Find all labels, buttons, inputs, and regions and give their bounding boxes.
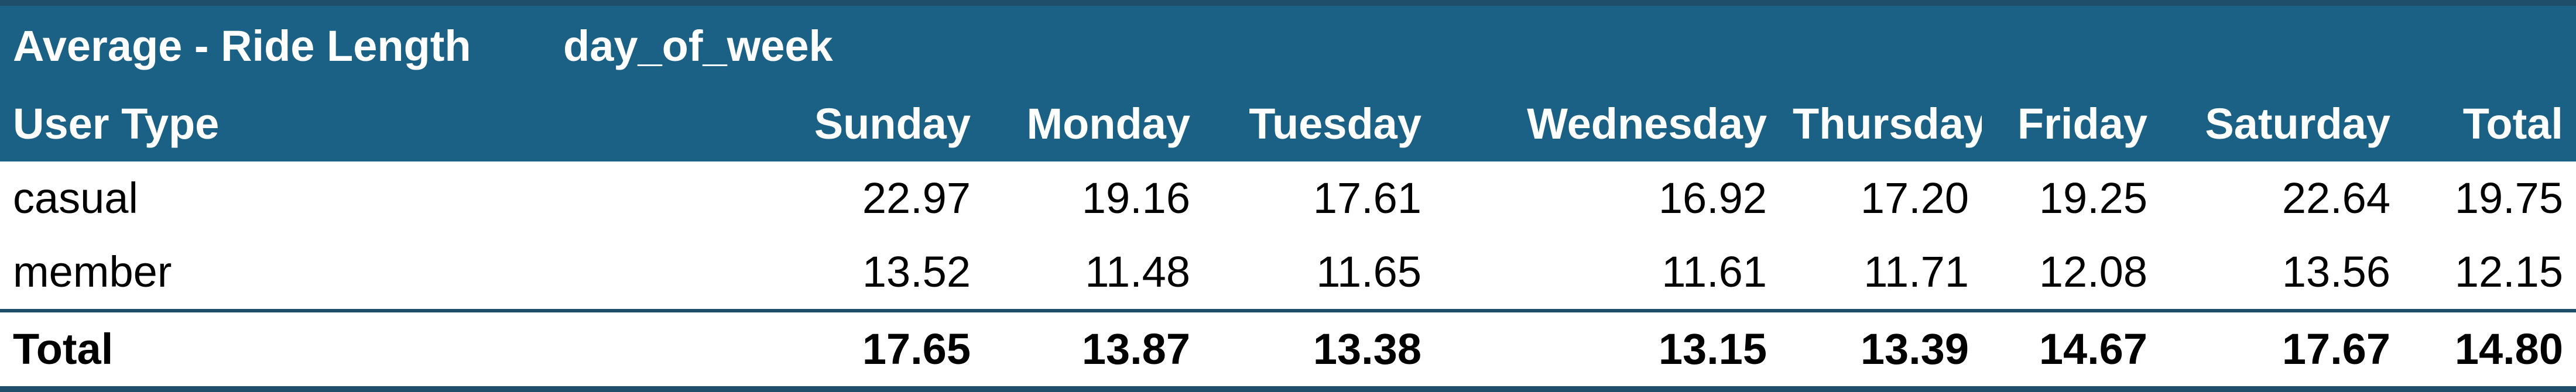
total-cell[interactable]: 13.38 — [1203, 309, 1434, 392]
row-label-member[interactable]: member — [13, 247, 172, 296]
row-field-label[interactable]: User Type — [0, 87, 550, 161]
column-header-total[interactable]: Total — [2403, 87, 2576, 161]
total-cell[interactable]: 17.67 — [2160, 309, 2403, 392]
top-border — [0, 0, 2576, 6]
row-label-casual[interactable]: casual — [13, 174, 138, 222]
table-cell[interactable]: 19.25 — [2039, 174, 2147, 222]
table-cell[interactable]: 11.61 — [1662, 247, 1767, 296]
total-cell[interactable]: 13.15 — [1434, 309, 1780, 392]
column-header-monday[interactable]: Monday — [984, 87, 1203, 161]
total-cell[interactable]: 13.87 — [984, 309, 1203, 392]
table-cell[interactable]: 19.75 — [2454, 174, 2563, 222]
total-cell[interactable]: 14.80 — [2403, 309, 2576, 392]
column-header-wednesday[interactable]: Wednesday — [1434, 87, 1780, 161]
table-cell[interactable]: 13.56 — [2282, 247, 2390, 296]
table-cell[interactable]: 22.97 — [862, 174, 971, 222]
column-header-tuesday[interactable]: Tuesday — [1203, 87, 1434, 161]
column-header-saturday[interactable]: Saturday — [2160, 87, 2403, 161]
total-row-label[interactable]: Total — [0, 309, 550, 392]
table-cell[interactable]: 22.64 — [2282, 174, 2390, 222]
column-field-label[interactable]: day_of_week — [550, 6, 984, 87]
grand-total-row: Total 17.65 13.87 13.38 13.15 13.39 14.6… — [0, 309, 2576, 392]
header-row-columns: User Type Sunday Monday Tuesday Wednesda… — [0, 87, 2576, 161]
header-row-value-field: Average - Ride Length day_of_week — [0, 6, 2576, 87]
table-cell[interactable]: 19.16 — [1081, 174, 1190, 222]
pivot-grid: Average - Ride Length day_of_week User T… — [0, 6, 2576, 392]
table-cell[interactable]: 12.08 — [2039, 247, 2147, 296]
total-cell[interactable]: 13.39 — [1780, 309, 1982, 392]
column-header-thursday[interactable]: Thursday — [1780, 87, 1982, 161]
table-cell[interactable]: 16.92 — [1658, 174, 1767, 222]
table-cell[interactable]: 11.65 — [1316, 247, 1421, 296]
table-row: member 13.52 11.48 11.65 11.61 11.71 12.… — [0, 235, 2576, 311]
table-row: casual 22.97 19.16 17.61 16.92 17.20 19.… — [0, 161, 2576, 235]
table-cell[interactable]: 11.71 — [1864, 247, 1969, 296]
column-header-sunday[interactable]: Sunday — [550, 87, 984, 161]
table-cell[interactable]: 13.52 — [862, 247, 971, 296]
table-cell[interactable]: 11.48 — [1085, 247, 1190, 296]
total-cell[interactable]: 17.65 — [550, 309, 984, 392]
table-cell[interactable]: 12.15 — [2454, 247, 2563, 296]
table-cell[interactable]: 17.61 — [1313, 174, 1421, 222]
table-cell[interactable]: 17.20 — [1860, 174, 1969, 222]
total-cell[interactable]: 14.67 — [1982, 309, 2160, 392]
value-field-label[interactable]: Average - Ride Length — [0, 6, 550, 87]
column-header-friday[interactable]: Friday — [1982, 87, 2160, 161]
